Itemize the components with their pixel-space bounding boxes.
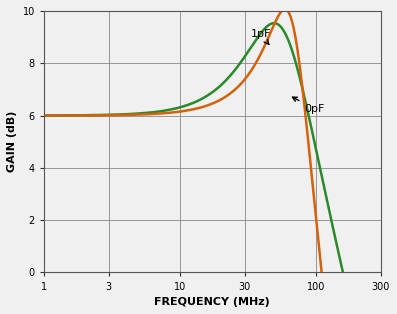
Text: 1pF: 1pF [251, 29, 271, 44]
Text: 0pF: 0pF [293, 97, 325, 114]
Y-axis label: GAIN (dB): GAIN (dB) [7, 111, 17, 172]
X-axis label: FREQUENCY (MHz): FREQUENCY (MHz) [154, 297, 270, 307]
